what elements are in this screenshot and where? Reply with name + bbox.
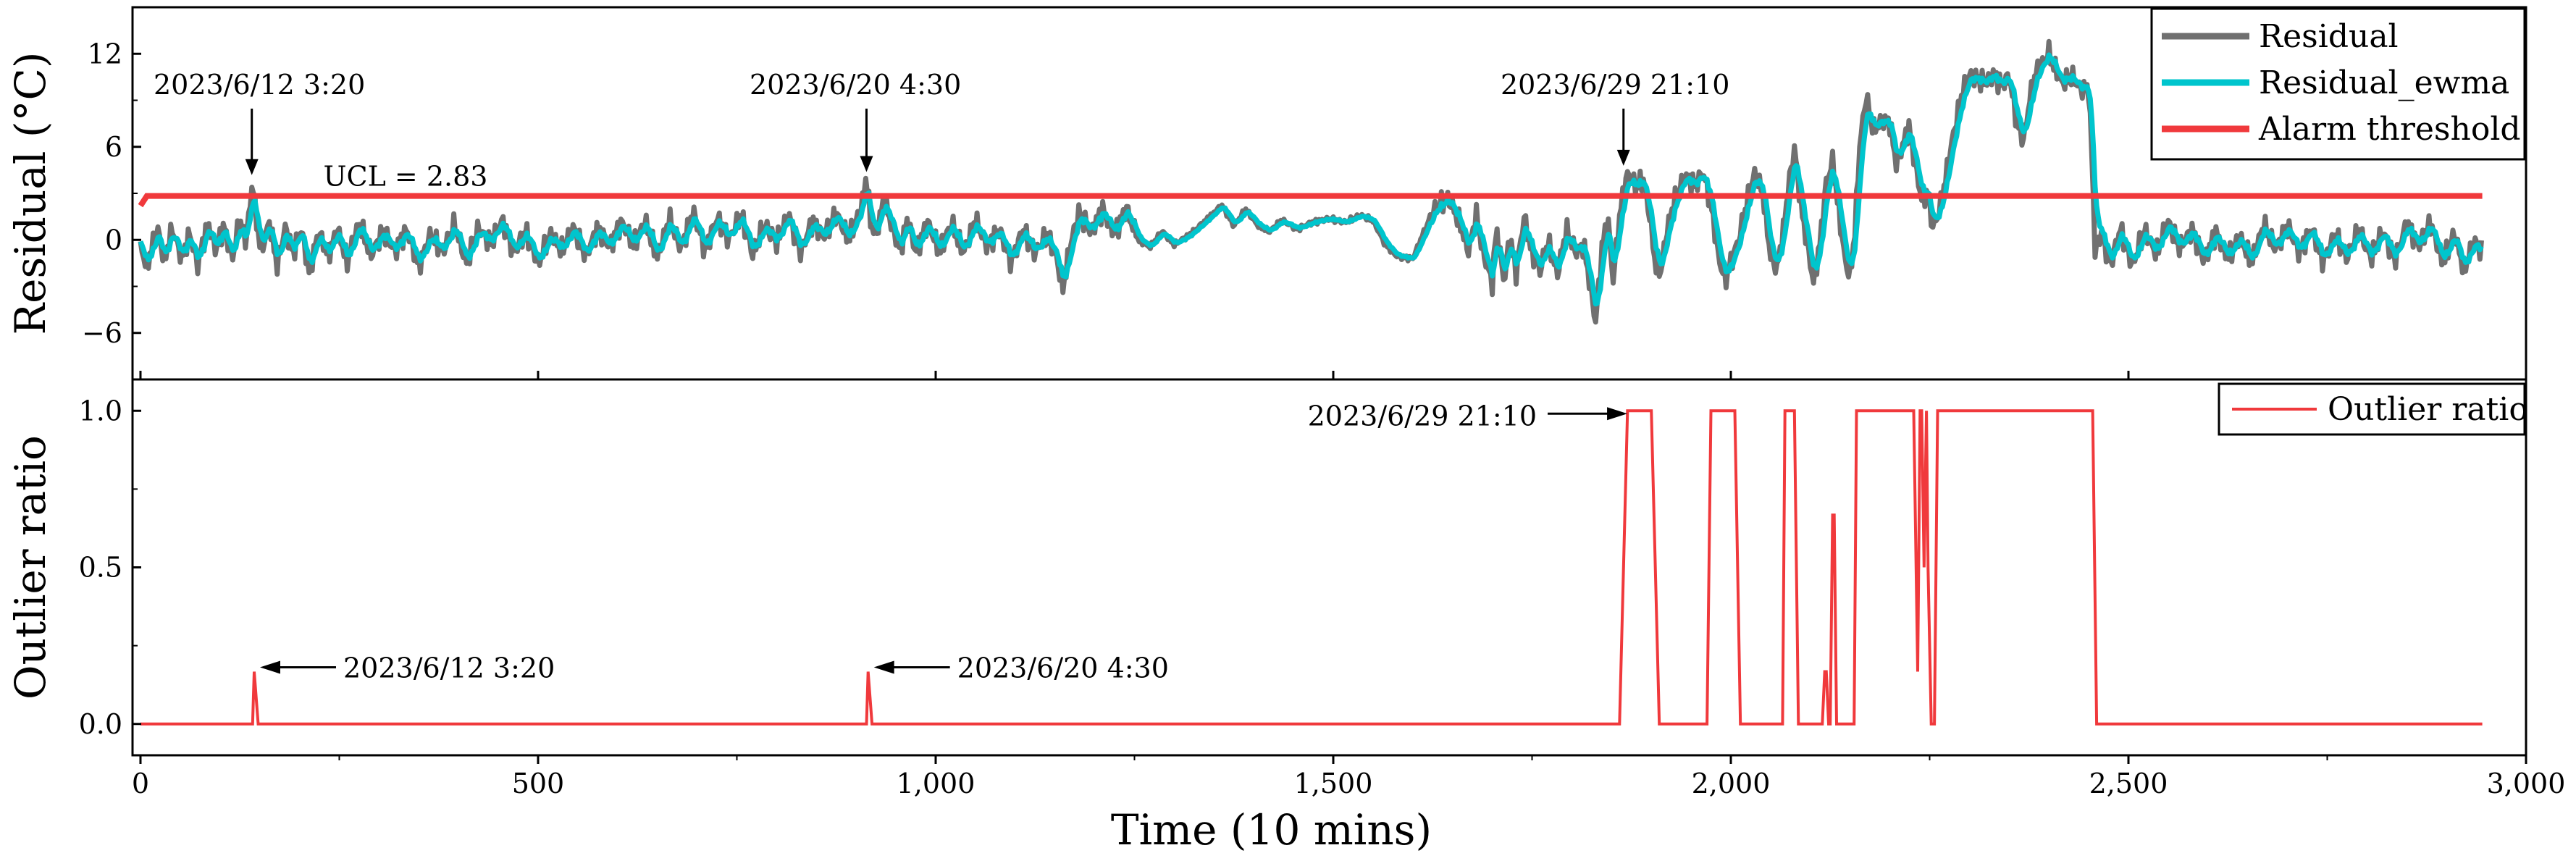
bottom-annotation-arrow-head xyxy=(1607,407,1628,421)
bottom-panel: 0.0 0.5 1.0 Outlier ratio 0 500 1,000 1,500 2,00… xyxy=(6,371,2565,854)
top-annotation-label: 2023/6/29 21:10 xyxy=(1501,69,1729,101)
bottom-annotation-arrow-head xyxy=(259,660,280,674)
top-legend-label: Residual_ewma xyxy=(2259,64,2509,101)
x-tick-label: 2,500 xyxy=(2089,768,2168,799)
ucl-label: UCL = 2.83 xyxy=(324,161,488,193)
top-annotation-label: 2023/6/12 3:20 xyxy=(154,69,365,101)
x-tick-label: 3,000 xyxy=(2487,768,2566,799)
bottom-annotation-arrow-head xyxy=(873,660,894,674)
x-tick-label: 0 xyxy=(132,768,149,799)
top-y-tick-label: 0 xyxy=(105,224,122,256)
bottom-plot-frame xyxy=(131,378,2527,757)
alarm-threshold-line xyxy=(138,193,2483,208)
bottom-annotation-label: 2023/6/12 3:20 xyxy=(343,652,555,684)
top-panel: UCL = 2.83 −6 0 6 12 Residual (°C) 2023/6/12 3… xyxy=(6,6,2527,381)
x-axis-title: Time (10 mins) xyxy=(1111,805,1432,854)
x-tick-label: 1,000 xyxy=(897,768,976,799)
residual-ewma-series xyxy=(138,52,2484,307)
bottom-y-tick-label: 0.0 xyxy=(79,708,122,740)
bottom-legend: Outlier ratio xyxy=(2218,382,2528,436)
top-annotation-arrow-head xyxy=(245,159,259,175)
bottom-annotation-label: 2023/6/29 21:10 xyxy=(1308,400,1537,432)
bottom-y-axis-title: Outlier ratio xyxy=(6,435,55,700)
outlier-ratio-series xyxy=(140,409,2483,726)
x-tick-label: 1,500 xyxy=(1294,768,1373,799)
top-annotation-arrow-head xyxy=(1616,149,1630,166)
top-series-group xyxy=(138,38,2484,325)
x-tick-label: 2,000 xyxy=(1692,768,1771,799)
top-legend: Residual Residual_ewma Alarm threshold xyxy=(2150,7,2526,161)
top-legend-label: Alarm threshold xyxy=(2258,111,2521,148)
bottom-y-tick-label: 0.5 xyxy=(79,552,122,584)
x-tick-label: 500 xyxy=(512,768,565,799)
top-annotation-label: 2023/6/20 4:30 xyxy=(750,69,961,101)
bottom-annotation-label: 2023/6/20 4:30 xyxy=(957,652,1169,684)
bottom-series-group xyxy=(140,409,2483,726)
top-y-tick-label: 12 xyxy=(88,38,122,70)
top-annotation-arrow-head xyxy=(860,156,873,172)
bottom-legend-label: Outlier ratio xyxy=(2328,391,2528,428)
residual-series xyxy=(138,38,2484,325)
bottom-y-tick-label: 1.0 xyxy=(79,395,122,427)
top-y-tick-label: 6 xyxy=(105,131,122,163)
top-legend-label: Residual xyxy=(2259,18,2399,55)
top-y-tick-label: −6 xyxy=(82,317,122,349)
top-y-axis-title: Residual (°C) xyxy=(6,52,55,335)
